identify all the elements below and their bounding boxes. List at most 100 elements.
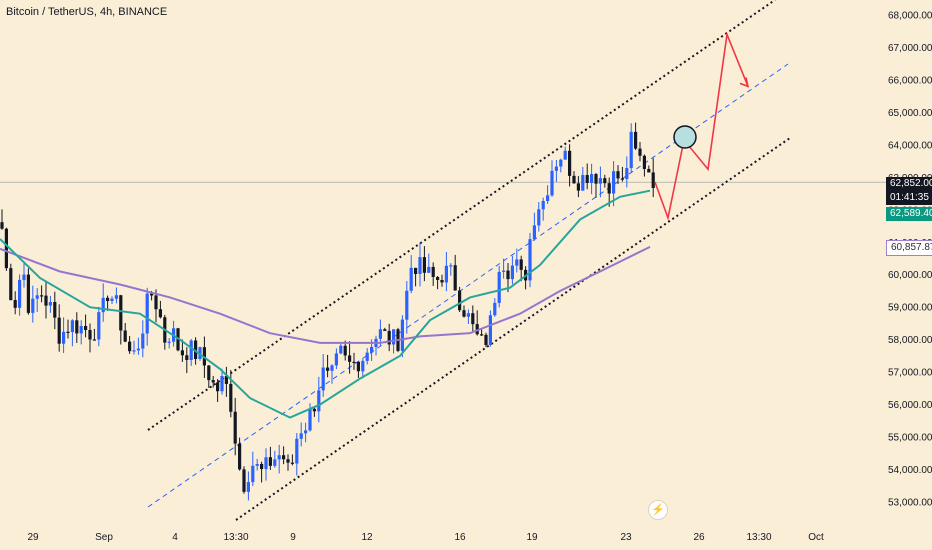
candle-body	[282, 455, 286, 460]
candle-body	[255, 463, 259, 466]
candle-body	[4, 228, 8, 269]
candle-body	[92, 339, 96, 341]
candle-body	[352, 361, 356, 364]
candle-body	[132, 350, 136, 352]
candle-body	[528, 239, 532, 281]
candle-body	[519, 259, 523, 270]
time-tick-label: Oct	[808, 532, 824, 543]
candle-body	[436, 276, 440, 280]
candle-body	[356, 361, 360, 372]
candle-body	[216, 382, 220, 392]
candle-body	[224, 375, 228, 384]
candle-body	[616, 171, 620, 179]
time-tick-label: 13:30	[223, 532, 248, 543]
candle-body	[40, 295, 44, 297]
lightning-bolt-icon[interactable]: ⚡	[648, 500, 668, 520]
candle-body	[119, 295, 123, 331]
candle-body	[541, 200, 545, 210]
candle-body	[572, 175, 576, 184]
candle-body	[44, 295, 48, 306]
chart-title: Bitcoin / TetherUS, 4h, BINANCE	[6, 6, 168, 18]
candle-body	[84, 325, 88, 330]
time-tick-label: 4	[172, 532, 178, 543]
candle-body	[559, 159, 563, 167]
candle-body	[330, 365, 334, 371]
candle-body	[387, 330, 391, 345]
candle-body	[101, 297, 105, 313]
candle-body	[295, 438, 299, 464]
candle-body	[409, 267, 413, 291]
candle-body	[550, 170, 554, 196]
candle-body	[598, 178, 602, 184]
candle-body	[207, 365, 211, 381]
candle-body	[634, 131, 638, 149]
candle-body	[326, 367, 330, 371]
price-tick-label: 60,000.00	[888, 270, 932, 281]
candle-body	[62, 331, 66, 344]
candle-body	[378, 329, 382, 339]
candle-body	[273, 459, 277, 466]
candle-body	[31, 298, 35, 313]
ma-slow-line	[0, 245, 651, 344]
candle-body	[154, 295, 158, 310]
candle-body	[629, 131, 633, 169]
candle-body	[612, 171, 616, 194]
candle-body	[123, 330, 127, 342]
current-price-badge: 62,852.00	[886, 177, 932, 191]
candle-body	[145, 293, 149, 334]
target-circle	[673, 125, 697, 149]
time-tick-label: 26	[693, 532, 705, 543]
candle-body	[70, 320, 74, 333]
candle-body	[510, 265, 514, 280]
candle-body	[238, 443, 242, 470]
candle-body	[299, 433, 303, 439]
time-tick-label: 16	[454, 532, 466, 543]
candle-body	[607, 183, 611, 194]
candle-body	[286, 459, 290, 463]
candle-body	[620, 178, 624, 180]
candle-body	[13, 300, 17, 308]
candle-body	[180, 350, 184, 356]
candle-body	[141, 333, 145, 349]
projection-path	[654, 31, 749, 221]
candle-body	[532, 225, 536, 240]
candle-body	[466, 313, 470, 317]
candle-body	[414, 267, 418, 274]
candle-body	[431, 266, 435, 277]
candle-body	[651, 172, 655, 189]
candle-body	[189, 340, 193, 360]
candle-body	[383, 329, 387, 331]
price-tick-label: 55,000.00	[888, 433, 932, 444]
candle-body	[242, 469, 246, 492]
time-tick-label: 29	[27, 532, 39, 543]
candle-body	[334, 353, 338, 366]
candle-body	[53, 301, 57, 318]
candle-body	[502, 270, 506, 272]
candle-body	[493, 302, 497, 316]
candle-body	[260, 463, 264, 470]
price-tick-label: 56,000.00	[888, 400, 932, 411]
candle-body	[66, 331, 70, 333]
candle-body	[581, 175, 585, 191]
candle-body	[264, 457, 268, 470]
time-tick-label: 12	[361, 532, 373, 543]
candle-body	[449, 265, 453, 267]
candle-body	[150, 293, 154, 296]
candle-body	[167, 341, 171, 343]
candle-body	[497, 271, 501, 303]
price-tick-label: 58,000.00	[888, 335, 932, 346]
candle-body	[480, 334, 484, 336]
candle-body	[462, 310, 466, 317]
candle-body	[638, 148, 642, 156]
candle-body	[440, 279, 444, 283]
candle-body	[444, 265, 448, 283]
time-tick-label: 19	[526, 532, 538, 543]
price-tick-label: 67,000.00	[888, 43, 932, 54]
candle-body	[106, 297, 110, 302]
candle-body	[343, 345, 347, 356]
candle-body	[321, 367, 325, 391]
price-tick-label: 53,000.00	[888, 498, 932, 509]
candle-body	[475, 324, 479, 335]
